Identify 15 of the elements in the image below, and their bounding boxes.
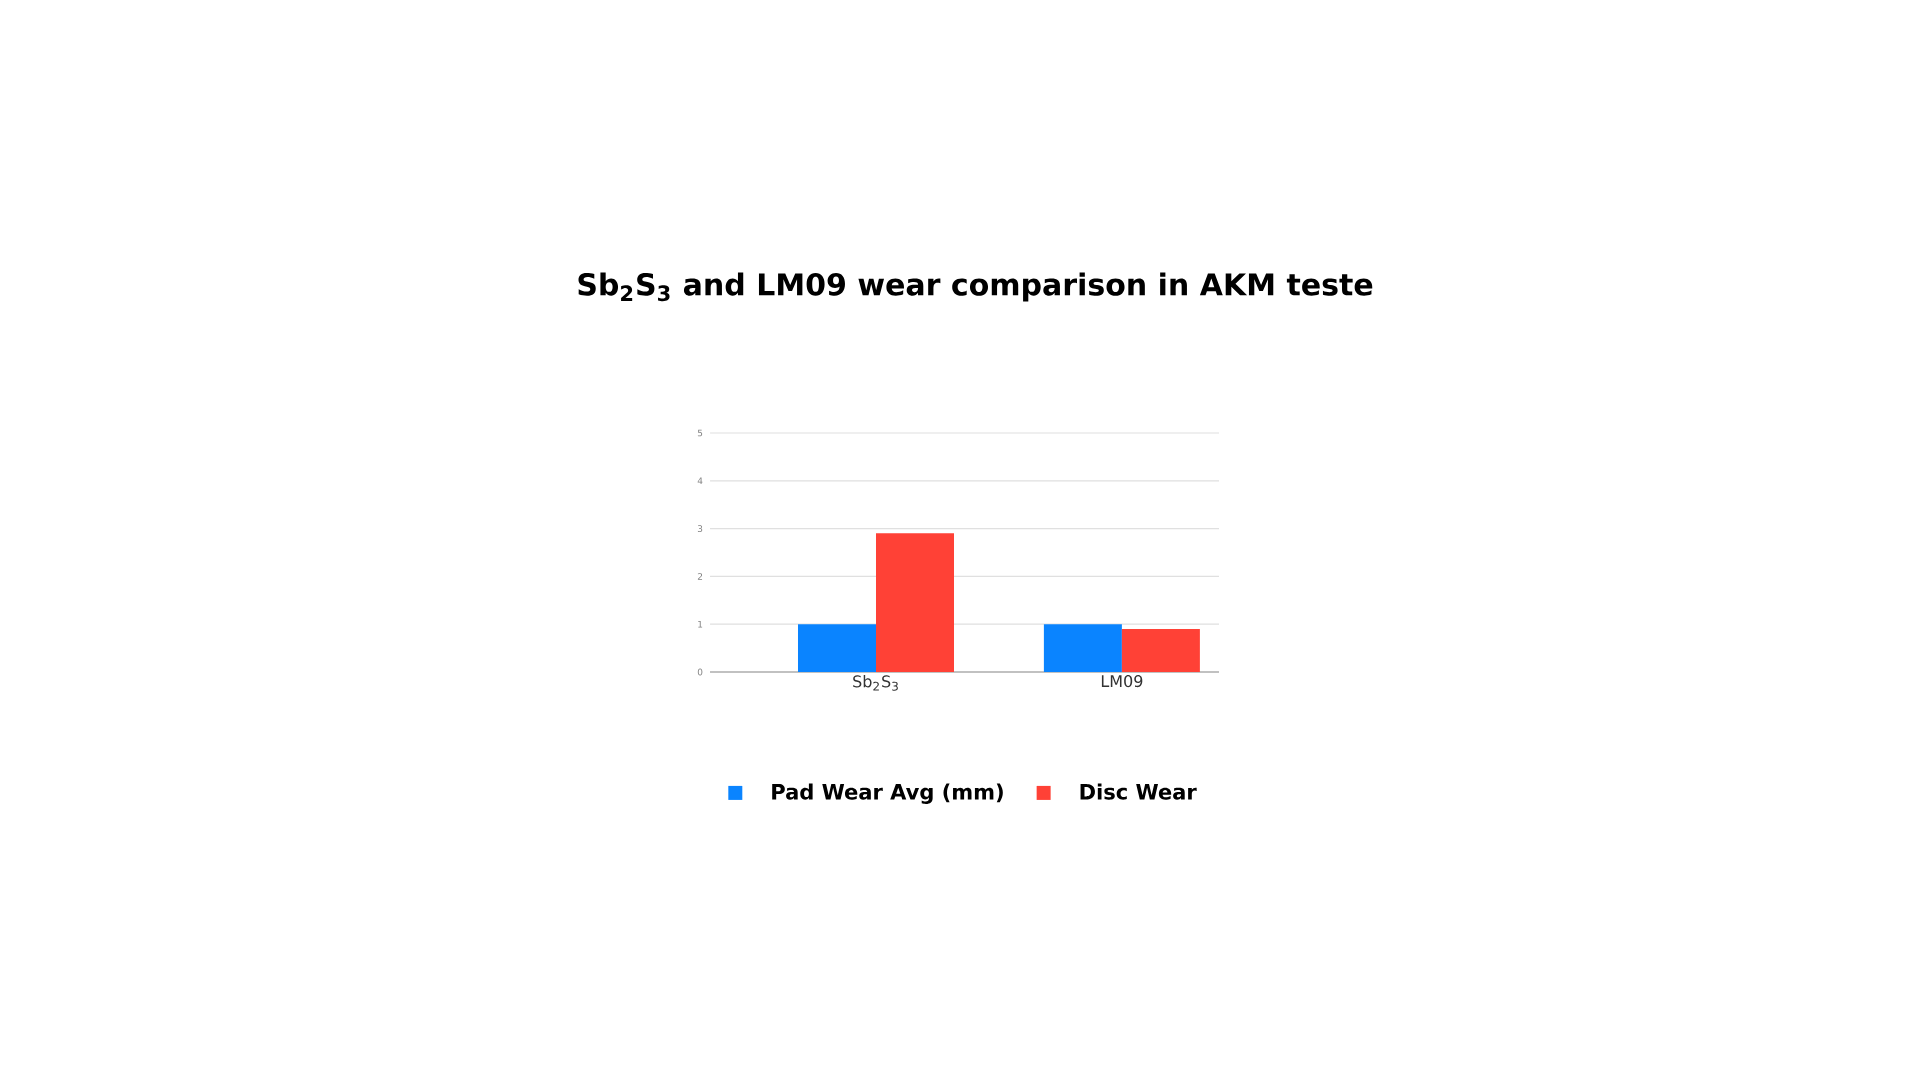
bar — [1121, 628, 1200, 672]
y-tick-label: 2 — [697, 573, 703, 580]
y-tick-label: 0 — [697, 668, 703, 676]
legend-label: Disc Wear — [1080, 783, 1197, 800]
y-tick-label: 3 — [697, 525, 703, 532]
bar — [876, 533, 954, 672]
y-tick-label: 5 — [697, 429, 703, 437]
x-tick-label: LM09 — [1101, 675, 1143, 688]
chart-title: Sb$_{2}$S$_{3}$ and LM09 wear comparison in AKM teste — [578, 272, 1373, 302]
y-tick-label: 1 — [698, 620, 703, 628]
bar — [1043, 624, 1122, 672]
y-tick-label: 4 — [697, 477, 703, 485]
x-tick-label: Sb$_{2}$S$_{3}$ — [853, 675, 898, 691]
legend-label: Pad Wear Avg (mm) — [772, 783, 1003, 804]
bar — [797, 624, 876, 672]
